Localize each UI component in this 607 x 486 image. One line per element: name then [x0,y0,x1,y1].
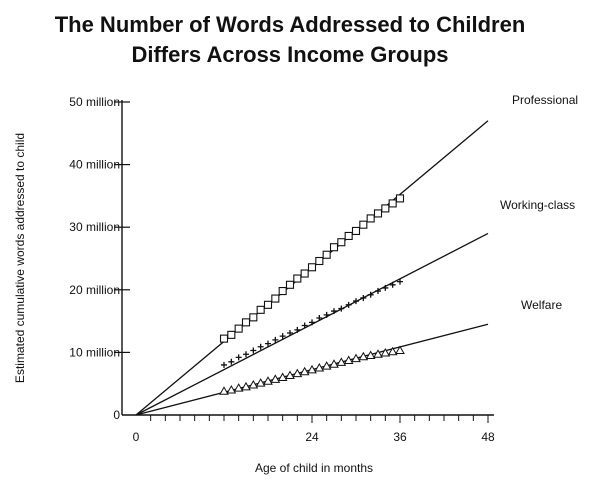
marker-plus [309,319,315,326]
marker-square [256,305,265,314]
marker-square [315,256,324,266]
marker-plus [279,333,286,340]
y-tick-label: 30 million [69,220,120,234]
marker-square [337,238,346,247]
marker-square [395,194,405,203]
marker-square [373,209,383,218]
marker-triangle [351,353,361,363]
marker-square [271,294,280,303]
marker-triangle [321,361,332,370]
marker-triangle [263,376,273,385]
marker-triangle [277,372,288,381]
marker-plus [243,351,249,358]
marker-triangle [255,378,266,387]
marker-square [249,313,258,322]
marker-triangle [380,348,391,357]
label-professional: Professional [512,93,578,107]
marker-square [219,334,229,343]
x-tick-label: 36 [393,430,407,444]
marker-triangle [365,350,376,360]
marker-triangle [358,351,369,361]
marker-plus [301,322,308,329]
marker-square [388,199,397,208]
marker-triangle [395,345,405,355]
marker-triangle [292,368,303,378]
marker-plus [353,298,359,305]
marker-plus [389,281,396,288]
marker-triangle [307,364,317,374]
marker-plus [323,311,330,318]
marker-plus [375,288,381,295]
axes: 0 10 million 20 million 30 million 40 millio… [69,95,495,444]
y-tick-label: 50 million [69,95,120,109]
marker-plus [338,305,345,312]
marker-square [307,263,317,272]
marker-square [359,220,368,229]
marker-triangle [248,379,259,389]
marker-plus [382,284,389,291]
label-working-class: Working-class [500,198,575,212]
series-labels: Professional Working-class Welfare [500,93,578,312]
marker-triangle [336,357,347,366]
chart-title-line-2: Differs Across Income Groups [131,42,449,67]
marker-square [241,318,251,327]
y-tick-label: 20 million [69,283,120,297]
marker-triangle [226,384,237,394]
marker-plus [287,329,293,336]
marker-square [351,226,361,236]
marker-triangle [343,355,354,365]
marker-square [227,330,236,339]
marker-square [263,300,273,309]
marker-triangle [373,349,383,358]
marker-triangle [233,383,244,392]
marker-plus [360,294,367,301]
marker-square [234,324,243,333]
x-tick-label: 24 [305,430,319,444]
marker-plus [235,354,242,361]
marker-plus [367,291,374,298]
marker-plus [221,361,227,368]
marker-square [322,250,331,259]
marker-plus [331,308,337,315]
marker-plus [272,336,279,343]
y-tick-label: 10 million [69,345,120,359]
marker-triangle [299,366,310,376]
marker-plus [345,301,352,308]
marker-triangle [270,374,281,383]
marker-plus [228,358,235,365]
marker-triangle [314,363,325,372]
marker-triangle [329,359,339,368]
marker-plus [397,278,403,285]
marker-plus [257,343,264,350]
chart-title-line-1: The Number of Words Addressed to Childre… [54,12,526,37]
marker-square [278,287,287,296]
marker-square [344,231,353,241]
data-markers [219,194,405,395]
marker-triangle [219,386,229,395]
marker-square [329,243,339,252]
chart-title: The Number of Words Addressed to Childre… [0,10,580,70]
marker-square [381,204,390,213]
marker-triangle [285,370,295,380]
marker-square [285,280,295,289]
marker-plus [294,326,301,333]
marker-plus [316,314,323,321]
marker-square [300,269,309,278]
marker-triangle [241,381,251,391]
y-tick-label: 40 million [69,158,120,172]
marker-triangle [387,346,398,356]
y-axis-label: Estimated cumulative words addressed to … [13,133,27,383]
y-tick-label: 0 [113,408,120,422]
label-welfare: Welfare [521,298,562,312]
x-axis-label: Age of child in months [255,461,373,475]
x-tick-label: 0 [133,430,140,444]
marker-square [293,274,302,283]
marker-plus [265,340,271,347]
marker-square [366,214,375,223]
x-tick-label: 48 [481,430,495,444]
marker-plus [250,347,257,354]
